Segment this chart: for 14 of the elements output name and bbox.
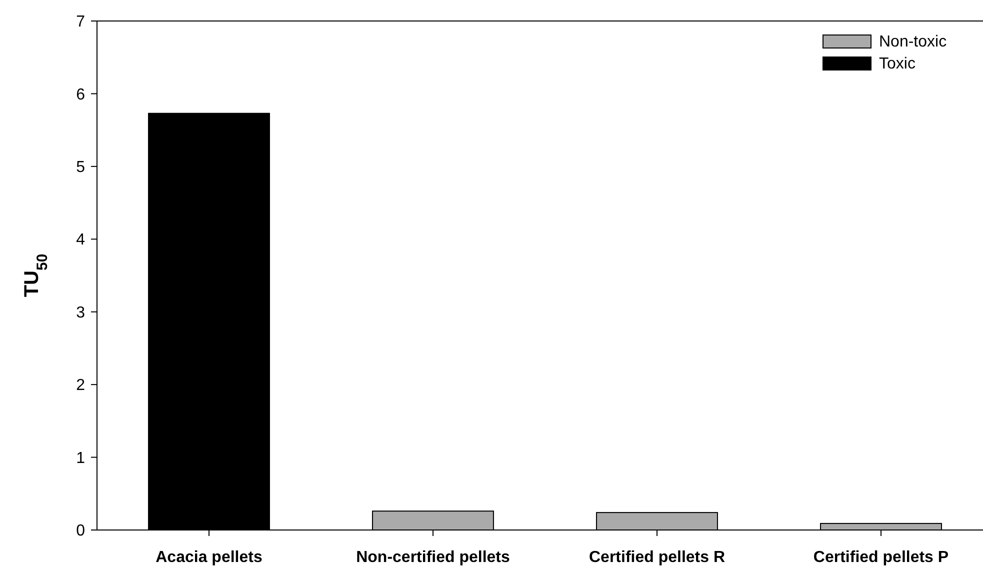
- y-tick-label: 0: [76, 522, 86, 540]
- x-tick-label: Certified pellets P: [813, 549, 949, 566]
- legend-label: Non-toxic: [879, 34, 947, 51]
- x-tick-label: Certified pellets R: [588, 549, 726, 566]
- x-tick-label: Non-certified pellets: [356, 549, 510, 566]
- legend-label: Toxic: [879, 56, 916, 73]
- y-tick-label: 2: [76, 377, 86, 394]
- y-tick-label: 3: [76, 304, 86, 322]
- y-tick-label: 4: [76, 232, 86, 249]
- y-tick-label: 1: [76, 450, 86, 467]
- y-tick-label: 7: [76, 14, 86, 31]
- y-tick-label: 5: [76, 159, 86, 176]
- x-tick-label: Acacia pellets: [156, 549, 262, 566]
- y-tick-label: 6: [76, 86, 86, 104]
